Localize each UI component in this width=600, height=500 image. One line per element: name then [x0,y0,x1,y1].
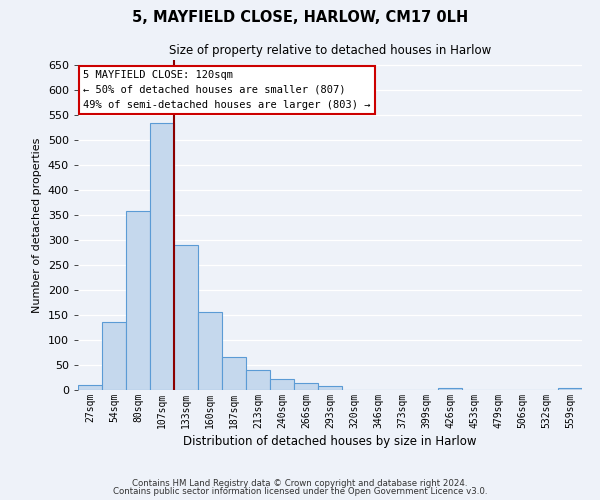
Bar [198,312,222,390]
Bar [246,370,270,390]
Bar [294,382,318,390]
Title: Size of property relative to detached houses in Harlow: Size of property relative to detached ho… [169,44,491,58]
Bar [78,385,102,390]
Bar [438,388,462,390]
Bar [558,388,582,390]
Y-axis label: Number of detached properties: Number of detached properties [32,138,42,312]
Text: Contains public sector information licensed under the Open Government Licence v3: Contains public sector information licen… [113,487,487,496]
Bar [222,357,246,390]
Text: 5, MAYFIELD CLOSE, HARLOW, CM17 0LH: 5, MAYFIELD CLOSE, HARLOW, CM17 0LH [132,10,468,25]
Text: 5 MAYFIELD CLOSE: 120sqm
← 50% of detached houses are smaller (807)
49% of semi-: 5 MAYFIELD CLOSE: 120sqm ← 50% of detach… [83,70,371,110]
Text: Contains HM Land Registry data © Crown copyright and database right 2024.: Contains HM Land Registry data © Crown c… [132,478,468,488]
Bar [150,122,174,390]
Bar [126,211,150,390]
Bar [270,379,294,390]
Bar [174,244,198,390]
Bar [318,386,342,390]
Bar [102,322,126,390]
X-axis label: Distribution of detached houses by size in Harlow: Distribution of detached houses by size … [183,435,477,448]
